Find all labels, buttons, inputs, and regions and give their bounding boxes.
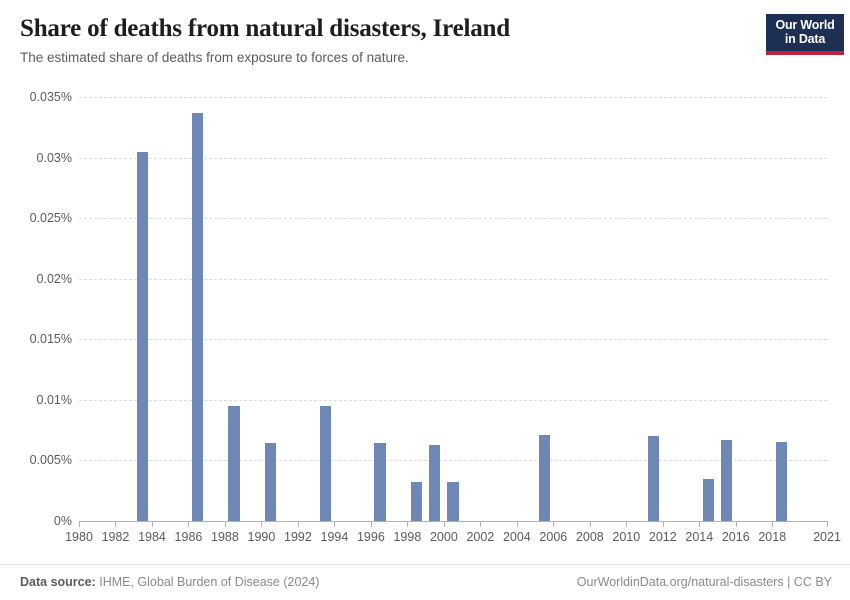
y-axis-tick-label: 0.01% xyxy=(36,392,72,407)
bar-1986[interactable] xyxy=(191,112,204,521)
x-axis-tick xyxy=(735,521,737,527)
y-axis: 0% 0.005% 0.01% 0.015% 0.02% 0.025% 0.03% 0.035… xyxy=(0,90,72,528)
y-axis-tick-label: 0.03% xyxy=(36,150,72,165)
page-title: Share of deaths from natural disasters, … xyxy=(20,15,510,42)
x-axis-tick-label: 2014 xyxy=(685,530,714,544)
bar-2018[interactable] xyxy=(775,442,788,521)
bar-1999[interactable] xyxy=(429,444,441,521)
gridline xyxy=(79,218,827,220)
x-axis-tick-label: 1988 xyxy=(211,530,239,544)
chart-header: Share of deaths from natural disasters, … xyxy=(0,0,850,72)
bar-2014[interactable] xyxy=(702,478,715,521)
gridline xyxy=(79,157,827,159)
footer-source-label: Data source: xyxy=(20,575,96,589)
x-axis-tick xyxy=(553,521,555,527)
x-axis-tick xyxy=(407,521,409,527)
y-axis-tick-label: 0.015% xyxy=(29,332,72,347)
footer-license[interactable]: OurWorldinData.org/natural-disasters | C… xyxy=(576,575,832,589)
bar-1988[interactable] xyxy=(228,405,240,521)
x-axis-tick xyxy=(334,521,336,527)
x-axis-tick-label: 2000 xyxy=(429,530,458,544)
x-axis-tick-label: 2010 xyxy=(612,530,641,544)
chart-footer: Data source: IHME, Global Burden of Dise… xyxy=(0,564,850,600)
x-axis-tick xyxy=(79,521,80,527)
x-axis-tick-label: 1986 xyxy=(174,530,203,544)
x-axis-tick-label: 1998 xyxy=(393,530,422,544)
bar-2015[interactable] xyxy=(721,439,733,521)
x-axis-tick-label: 1996 xyxy=(356,530,385,544)
y-axis-tick-label: 0.005% xyxy=(29,453,72,468)
x-axis-tick xyxy=(115,521,117,527)
x-axis-tick-label: 1990 xyxy=(247,530,276,544)
gridline xyxy=(79,97,827,98)
x-axis-tick xyxy=(443,521,445,527)
bar-2005[interactable] xyxy=(538,435,550,521)
gridline xyxy=(79,399,827,401)
x-axis-tick xyxy=(261,521,263,527)
bar-2000[interactable] xyxy=(447,482,459,521)
x-axis-tick xyxy=(589,521,591,527)
x-axis-tick-label: 1982 xyxy=(101,530,130,544)
gridline xyxy=(79,278,827,280)
x-axis-tick-label: 2002 xyxy=(466,530,495,544)
bar-1990[interactable] xyxy=(264,443,277,521)
gridline xyxy=(79,339,827,341)
x-axis-tick xyxy=(662,521,664,527)
footer-source-value: IHME, Global Burden of Disease (2024) xyxy=(99,575,320,589)
x-axis-tick-label: 2021 xyxy=(813,530,841,544)
bar-1993[interactable] xyxy=(319,405,331,521)
x-axis-tick-label: 2012 xyxy=(648,530,677,544)
x-axis-tick xyxy=(188,521,190,527)
x-axis-tick xyxy=(516,521,518,527)
gridline xyxy=(79,521,827,522)
x-axis-tick xyxy=(699,521,701,527)
x-axis-tick-label: 1984 xyxy=(138,530,166,544)
plot-wrapper: 0% 0.005% 0.01% 0.015% 0.02% 0.025% 0.03% 0.035… xyxy=(0,90,841,561)
our-world-in-data-logo[interactable]: Our World in Data xyxy=(766,14,844,55)
plot-area xyxy=(79,97,827,522)
y-axis-tick-label: 0% xyxy=(53,514,72,528)
x-axis-tick-label: 1992 xyxy=(284,530,312,544)
x-axis-tick xyxy=(626,521,628,527)
x-axis-tick-label: 2018 xyxy=(758,530,787,544)
y-axis-tick-label: 0.02% xyxy=(36,271,72,286)
y-axis-tick-label: 0.025% xyxy=(29,211,72,226)
x-axis-tick xyxy=(297,521,299,527)
x-axis-tick-label: 2004 xyxy=(502,530,531,544)
bar-1996[interactable] xyxy=(374,443,386,521)
logo-line-2: in Data xyxy=(784,32,826,46)
x-axis-tick xyxy=(480,521,482,527)
footer-source: Data source: IHME, Global Burden of Dise… xyxy=(20,575,319,589)
x-axis-tick xyxy=(151,521,153,527)
x-axis-tick xyxy=(827,521,828,527)
x-axis-tick xyxy=(224,521,226,527)
x-axis-tick-label: 2016 xyxy=(721,530,750,544)
x-axis-tick-label: 1994 xyxy=(320,530,349,544)
chart-subtitle: The estimated share of deaths from expos… xyxy=(20,50,409,65)
y-axis-tick-label: 0.035% xyxy=(29,90,72,104)
bar-1983[interactable] xyxy=(137,151,149,521)
x-axis-tick-label: 1980 xyxy=(65,530,93,544)
gridline xyxy=(79,460,827,462)
x-axis-tick xyxy=(772,521,774,527)
x-axis-tick-label: 2008 xyxy=(575,530,604,544)
bar-1998[interactable] xyxy=(410,482,423,521)
x-axis-tick xyxy=(370,521,372,527)
logo-line-1: Our World xyxy=(775,18,835,32)
x-axis-tick-label: 2006 xyxy=(539,530,568,544)
x-axis: 1980 1982 1984 1986 1988 1990 1992 1994 1996 1998… xyxy=(65,521,841,561)
bar-2011[interactable] xyxy=(648,436,660,521)
